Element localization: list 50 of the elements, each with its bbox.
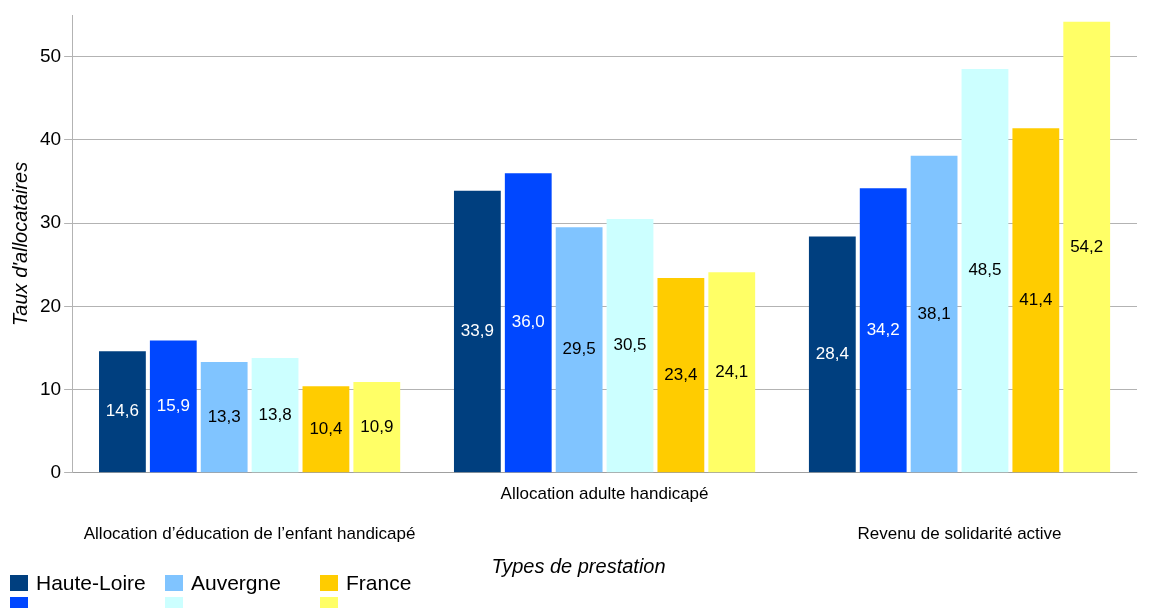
data-label: 14,6 (105, 401, 139, 421)
data-label: 33,9 (460, 321, 494, 341)
y-tick-label: 0 (50, 461, 62, 483)
bar (302, 386, 350, 473)
y-tick-label: 20 (39, 294, 62, 316)
bar (200, 362, 248, 473)
data-label: 23,4 (664, 364, 698, 384)
x-tick-label: Revenu de solidarité active (857, 524, 1062, 544)
x-tick-label: Allocation d’éducation de l’enfant handicapé (83, 524, 416, 544)
data-label: 30,5 (613, 335, 647, 355)
bar (353, 382, 401, 473)
bar (251, 357, 299, 473)
bar (453, 190, 501, 473)
bar (555, 227, 603, 473)
bar (708, 272, 756, 473)
data-label: 15,9 (156, 396, 190, 416)
data-label: 10,9 (360, 416, 394, 436)
x-tick-label: Allocation adulte handicapé (500, 483, 709, 503)
bar (1063, 21, 1111, 473)
legend-label: France (345, 571, 413, 594)
data-label: 36,0 (511, 312, 545, 332)
bar (99, 351, 146, 473)
data-label: 38,1 (917, 303, 951, 323)
x-axis-title: Types de prestation (491, 555, 666, 577)
bar (657, 278, 705, 473)
bar (149, 340, 197, 473)
data-label: 54,2 (1070, 236, 1104, 256)
legend-label: Haute-Loire (35, 571, 147, 594)
y-tick-label: 40 (39, 128, 62, 150)
data-label: 24,1 (715, 361, 749, 381)
data-label: 13,8 (258, 404, 292, 424)
data-label: 48,5 (968, 260, 1002, 280)
bar (1012, 128, 1060, 473)
bar (808, 236, 856, 473)
bar (961, 69, 1009, 473)
data-label: 13,3 (207, 406, 241, 426)
data-label: 28,4 (815, 344, 849, 364)
y-tick-label: 30 (39, 211, 62, 233)
bar (504, 173, 552, 473)
bar (859, 188, 907, 473)
y-tick-label: 10 (39, 377, 62, 399)
bar (606, 218, 654, 473)
data-label: 10,4 (309, 418, 343, 438)
legend-label: Auvergne (190, 571, 282, 594)
data-label: 29,5 (562, 339, 596, 359)
bar (910, 155, 958, 473)
data-label: 41,4 (1019, 289, 1053, 309)
data-label: 34,2 (866, 319, 900, 339)
y-axis-title: Taux d'allocataires (8, 161, 31, 327)
y-tick-label: 50 (39, 44, 62, 66)
